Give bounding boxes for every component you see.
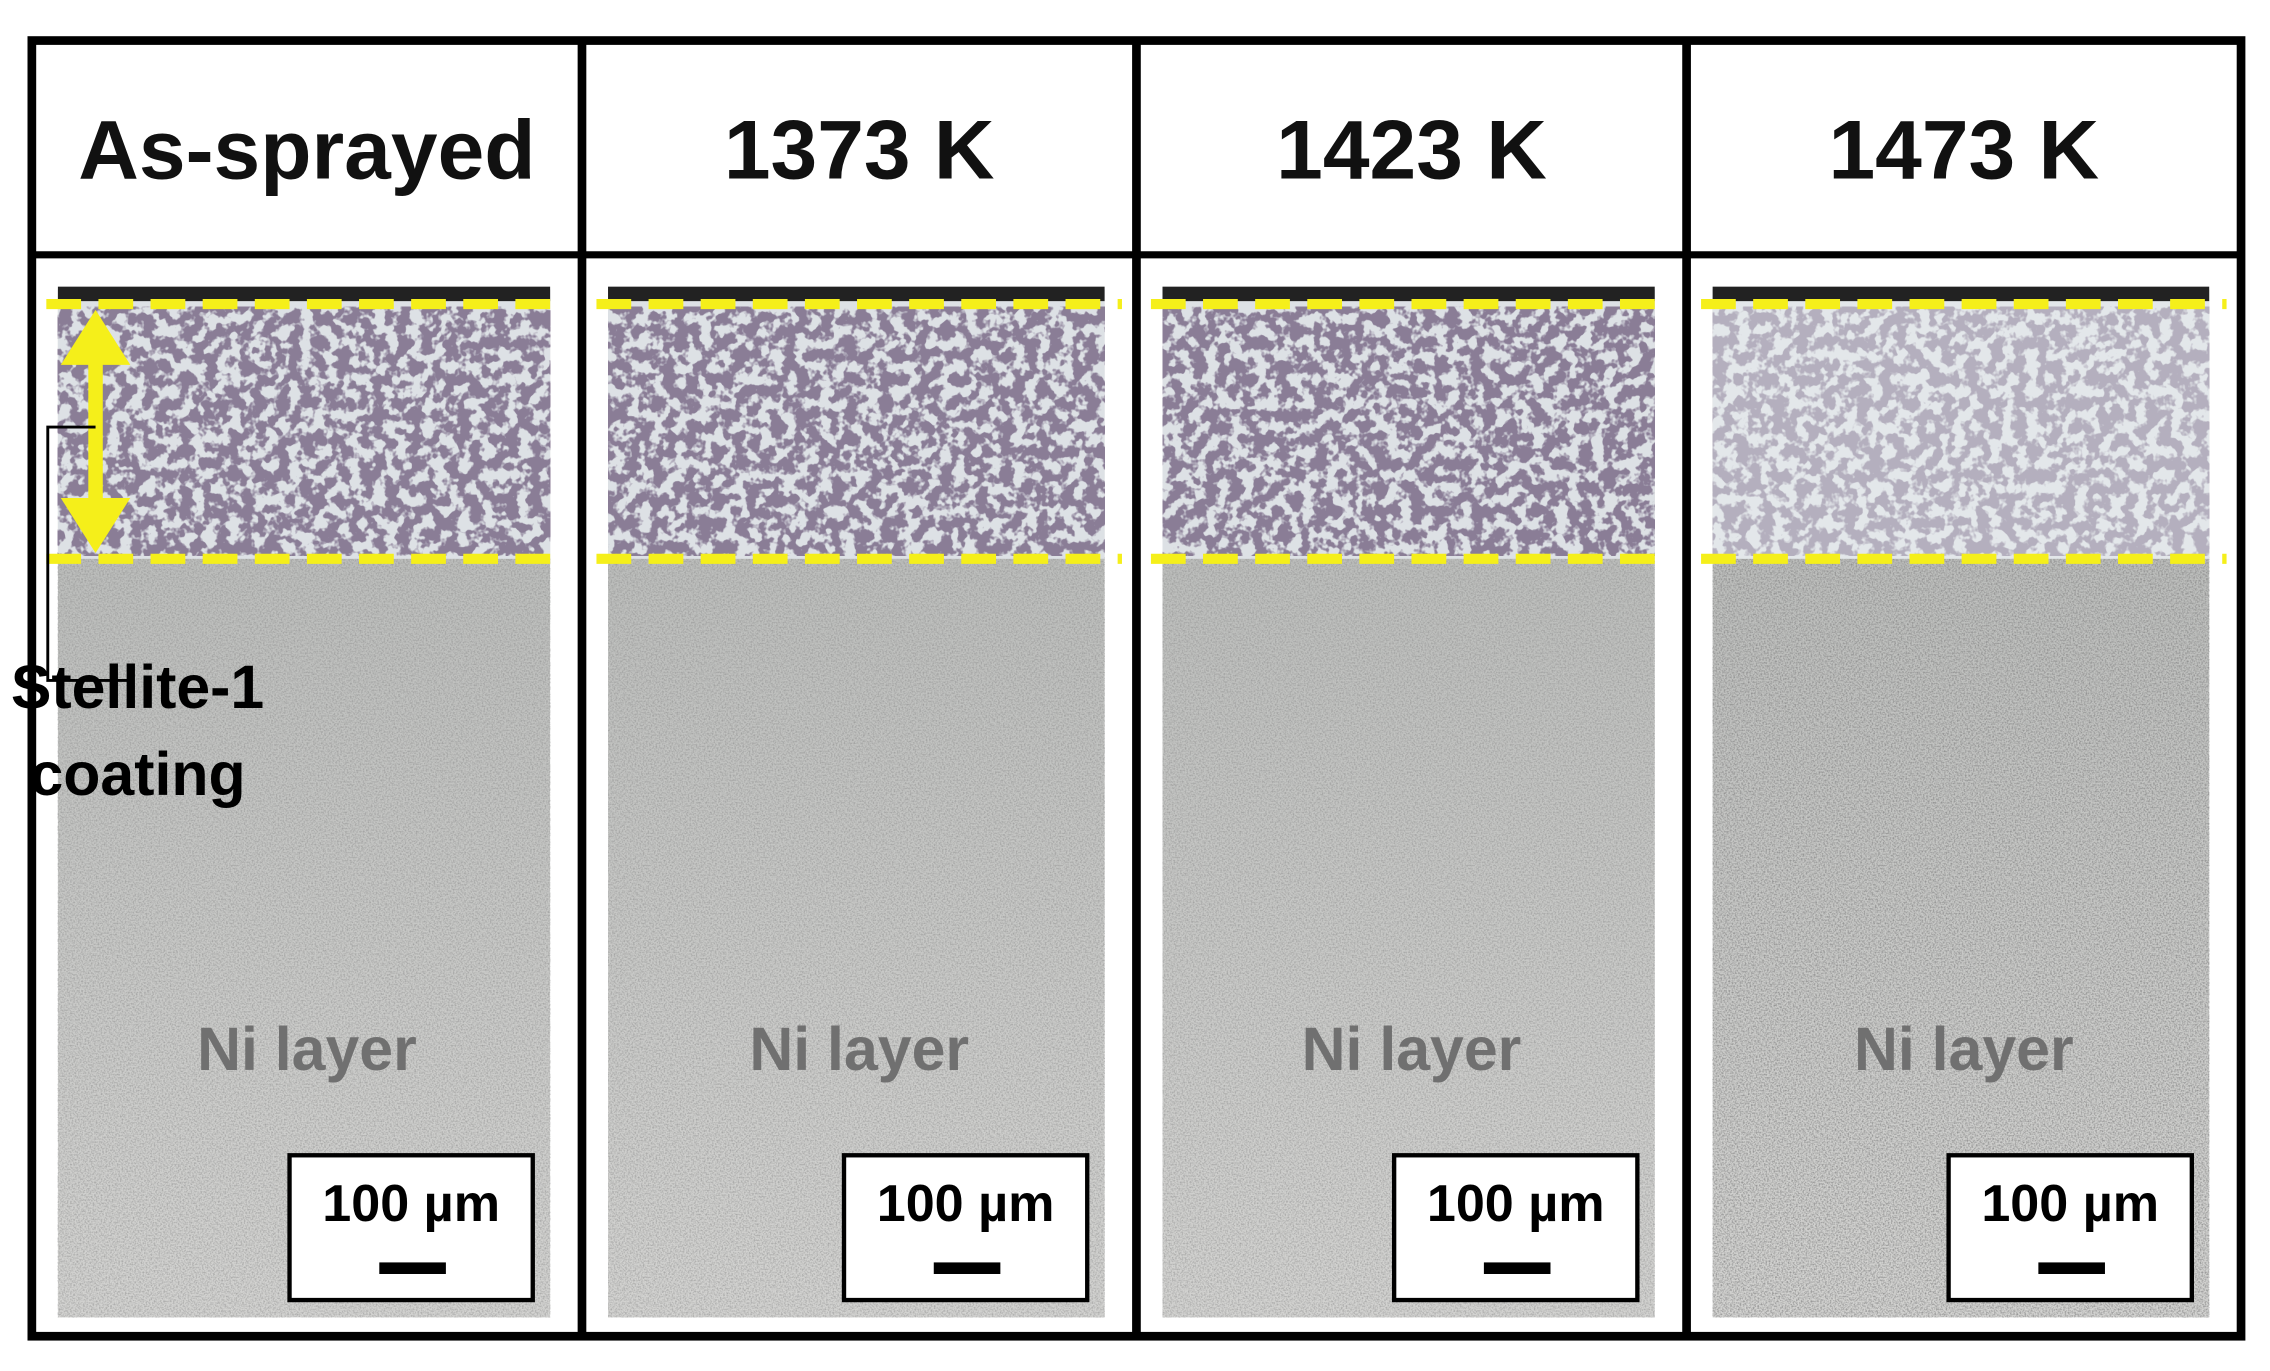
layer-label: Ni layer — [1302, 1015, 1522, 1083]
scale-bar — [933, 1262, 1001, 1274]
panel-header: As-sprayed — [78, 103, 535, 197]
coating-pores — [608, 306, 1105, 556]
arrow-head — [60, 498, 131, 554]
top-edge — [608, 286, 1105, 302]
scale-bar — [379, 1262, 446, 1274]
scale-label: 100 µm — [1981, 1175, 2159, 1233]
panel-header: 1423 K — [1276, 103, 1547, 197]
scale-box — [1391, 1153, 1640, 1303]
arrow-head — [60, 309, 131, 365]
top-edge — [1712, 286, 2210, 302]
scale-box — [287, 1153, 535, 1303]
annotation-bracket — [46, 425, 134, 682]
scale-box — [841, 1153, 1090, 1303]
panel-header: 1473 K — [1828, 103, 2099, 197]
coating-pores — [57, 306, 551, 556]
coating-pores — [1712, 306, 2210, 556]
top-edge — [1162, 286, 1655, 302]
coating-pores — [1162, 306, 1655, 556]
scale-bar — [2038, 1262, 2105, 1274]
panel-header: 1373 K — [724, 103, 995, 197]
scale-box — [1946, 1153, 2194, 1303]
annotation-text: coating — [29, 740, 245, 808]
top-edge — [57, 286, 551, 302]
layer-label: Ni layer — [749, 1015, 969, 1083]
scale-bar — [1483, 1262, 1551, 1274]
scale-label: 100 µm — [1427, 1175, 1605, 1233]
scale-label: 100 µm — [877, 1175, 1055, 1233]
layer-label: Ni layer — [1854, 1015, 2074, 1083]
layer-label: Ni layer — [197, 1015, 417, 1083]
scale-label: 100 µm — [322, 1175, 500, 1233]
annotation-text: Stellite-1 — [11, 653, 264, 721]
